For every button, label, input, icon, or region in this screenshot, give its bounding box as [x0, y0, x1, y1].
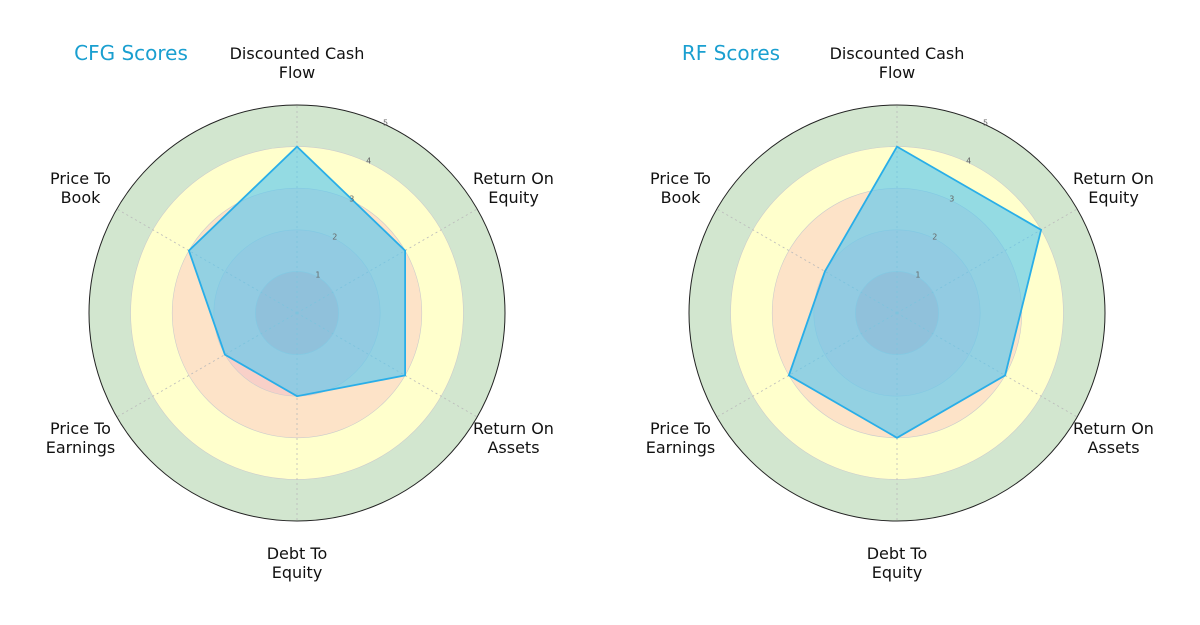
- axis-label: Return On Assets: [1073, 419, 1154, 457]
- r-tick-label: 3: [349, 194, 354, 203]
- r-tick-label: 2: [332, 232, 337, 241]
- r-tick-label: 4: [966, 156, 971, 165]
- axis-label: Debt To Equity: [866, 544, 928, 582]
- axis-label: Return On Equity: [473, 169, 554, 207]
- axis-label: Return On Assets: [473, 419, 554, 457]
- chart-title: RF Scores: [681, 41, 781, 65]
- r-tick-label: 1: [915, 270, 920, 279]
- axis-label: Price To Earnings: [45, 419, 116, 457]
- axis-label: Price To Book: [650, 169, 711, 207]
- axis-label: Price To Book: [50, 169, 111, 207]
- r-tick-label: 3: [949, 194, 954, 203]
- score-area: [787, 145, 1043, 439]
- r-tick-label: 5: [383, 118, 388, 127]
- score-area: [187, 145, 407, 398]
- chart-title: CFG Scores: [74, 41, 188, 65]
- r-tick-label: 5: [983, 118, 988, 127]
- r-tick-label: 2: [932, 232, 937, 241]
- axis-label: Return On Equity: [1073, 169, 1154, 207]
- axis-label: Debt To Equity: [266, 544, 328, 582]
- r-tick-label: 4: [366, 156, 371, 165]
- axis-label: Discounted Cash Flow: [229, 44, 365, 82]
- axis-label: Discounted Cash Flow: [829, 44, 965, 82]
- r-tick-label: 1: [315, 270, 320, 279]
- axis-label: Price To Earnings: [645, 419, 716, 457]
